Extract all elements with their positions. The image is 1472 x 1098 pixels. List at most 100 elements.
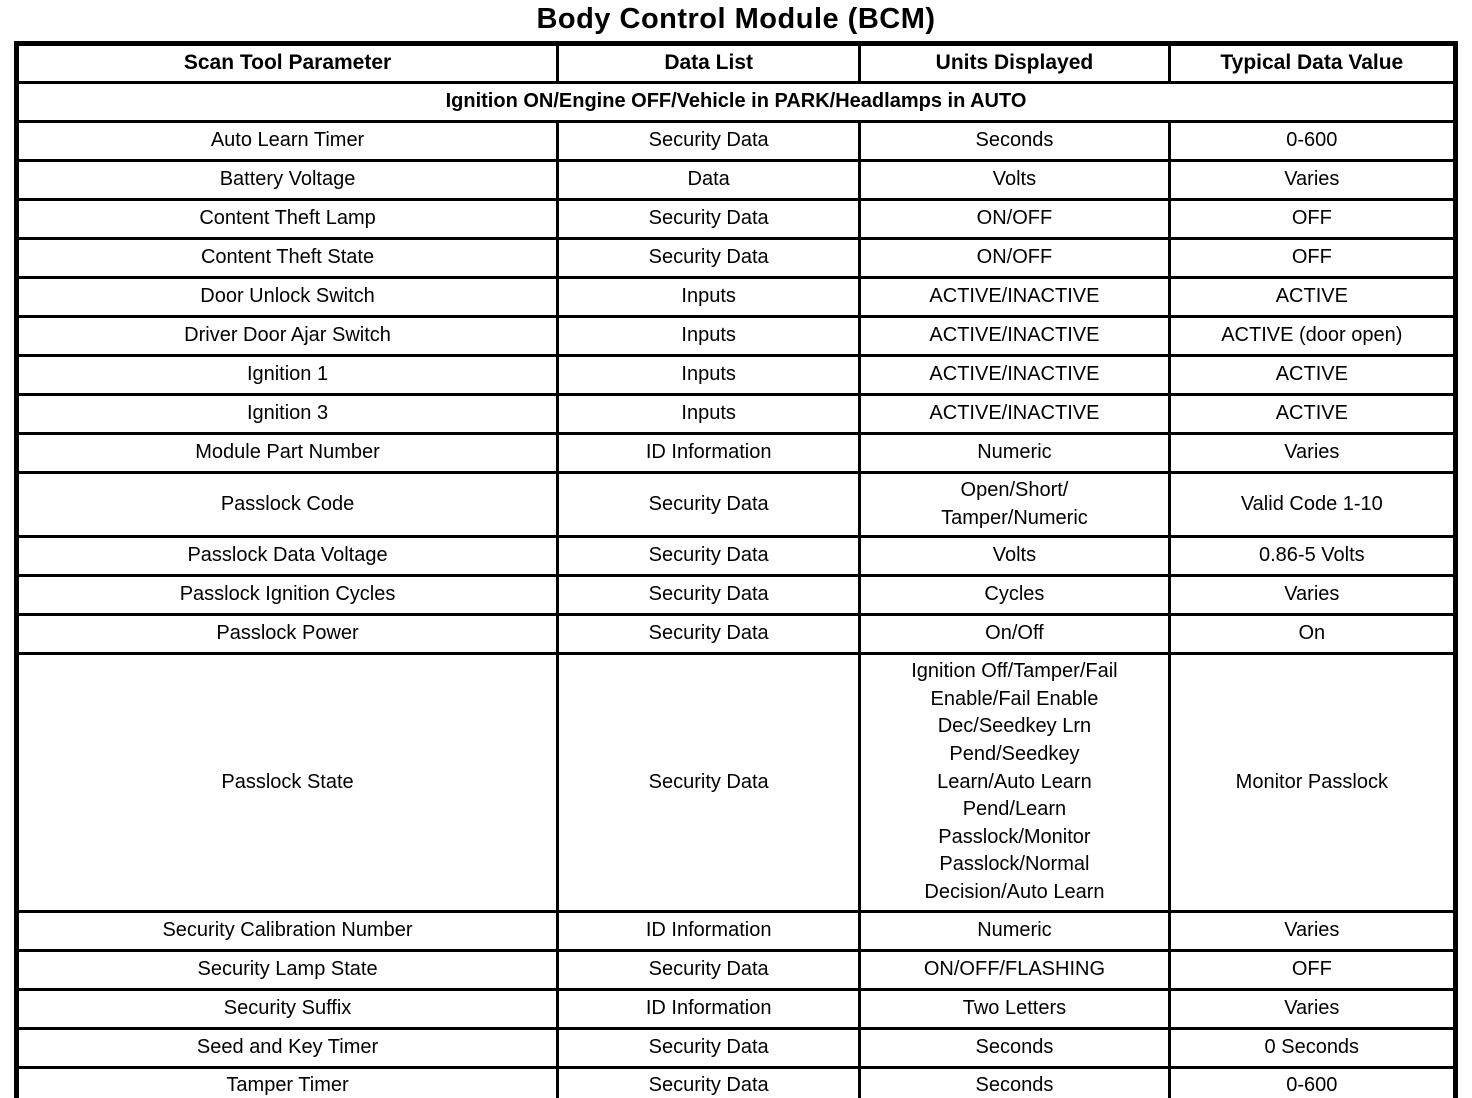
cell-parameter: Seed and Key Timer (14, 1026, 560, 1069)
cell-parameter: Driver Door Ajar Switch (14, 314, 560, 357)
cell-parameter: Module Part Number (14, 431, 560, 474)
table-row: Content Theft Lamp Security Data ON/OFF OFF (14, 197, 1458, 240)
cell-units-displayed: On/Off (858, 613, 1171, 656)
table-row: Ignition 3 Inputs ACTIVE/INACTIVE ACTIVE (14, 392, 1458, 435)
cell-units-displayed: ACTIVE/INACTIVE (858, 275, 1171, 318)
cell-parameter: Passlock Power (14, 613, 560, 656)
cell-parameter: Battery Voltage (14, 158, 560, 201)
cell-typical-value: Varies (1167, 987, 1458, 1030)
cell-units-displayed: Two Letters (858, 987, 1171, 1030)
table-row: Security Lamp State Security Data ON/OFF/F… (14, 948, 1458, 991)
cell-units-displayed: Ignition Off/Tamper/Fail Enable/Fail Ena… (858, 652, 1171, 913)
cell-typical-value: Varies (1167, 574, 1458, 617)
page-title: Body Control Module (BCM) (536, 3, 936, 35)
table-row: Passlock State Security Data Ignition Off/… (14, 652, 1458, 913)
cell-data-list: Inputs (556, 275, 862, 318)
table-body: Auto Learn Timer Security Data Seconds 0-60… (14, 119, 1458, 1098)
cell-parameter: Content Theft Lamp (14, 197, 560, 240)
cell-typical-value: Varies (1167, 158, 1458, 201)
cell-parameter: Door Unlock Switch (14, 275, 560, 318)
table-header: Scan Tool Parameter Data List Units Disp… (14, 42, 1458, 123)
cell-data-list: Data (556, 158, 862, 201)
cell-parameter: Content Theft State (14, 236, 560, 279)
cell-data-list: Inputs (556, 353, 862, 396)
cell-typical-value: On (1167, 613, 1458, 656)
section-header-conditions: Ignition ON/Engine OFF/Vehicle in PARK/H… (15, 80, 1457, 123)
table-row: Passlock Ignition Cycles Security Data Cyc… (14, 574, 1458, 617)
cell-parameter: Security Suffix (14, 987, 560, 1030)
cell-parameter: Auto Learn Timer (14, 119, 560, 162)
cell-typical-value: 0-600 (1167, 119, 1458, 162)
cell-data-list: Inputs (556, 314, 862, 357)
cell-parameter: Passlock Ignition Cycles (14, 574, 560, 617)
cell-units-displayed: Volts (858, 535, 1171, 578)
cell-data-list: Security Data (556, 1065, 862, 1098)
cell-typical-value: OFF (1167, 197, 1458, 240)
column-header-scan-tool-parameter: Scan Tool Parameter (14, 42, 560, 84)
header-row: Scan Tool Parameter Data List Units Disp… (14, 42, 1458, 84)
cell-parameter: Passlock Code (14, 470, 560, 539)
cell-units-displayed: Open/Short/ Tamper/Numeric (858, 470, 1171, 539)
cell-units-displayed: ACTIVE/INACTIVE (858, 392, 1171, 435)
cell-parameter: Ignition 1 (14, 353, 560, 396)
cell-parameter: Ignition 3 (14, 392, 560, 435)
cell-units-displayed: Seconds (858, 1065, 1171, 1098)
cell-data-list: Security Data (556, 613, 862, 656)
cell-typical-value: 0.86-5 Volts (1167, 535, 1458, 578)
section-header-row: Ignition ON/Engine OFF/Vehicle in PARK/H… (15, 80, 1457, 123)
cell-data-list: Security Data (556, 236, 862, 279)
table-row: Door Unlock Switch Inputs ACTIVE/INACTIVE A… (14, 275, 1458, 318)
cell-units-displayed: Volts (858, 158, 1171, 201)
cell-data-list: Security Data (556, 948, 862, 991)
cell-typical-value: ACTIVE (1167, 275, 1458, 318)
cell-data-list: Security Data (556, 535, 862, 578)
cell-data-list: ID Information (556, 431, 862, 474)
table-row: Passlock Data Voltage Security Data Volts 0… (14, 535, 1458, 578)
cell-data-list: Security Data (556, 470, 862, 539)
cell-parameter: Passlock State (14, 652, 560, 913)
cell-typical-value: 0-600 (1167, 1065, 1458, 1098)
table-row: Security Suffix ID Information Two Letters… (14, 987, 1458, 1030)
cell-parameter: Security Calibration Number (14, 909, 560, 952)
table-row: Auto Learn Timer Security Data Seconds 0-60… (14, 119, 1458, 162)
cell-typical-value: ACTIVE (1167, 353, 1458, 396)
cell-units-displayed: Numeric (858, 431, 1171, 474)
table-row: Passlock Code Security Data Open/Short/ Ta… (14, 470, 1458, 539)
column-header-units-displayed: Units Displayed (858, 42, 1171, 84)
cell-data-list: Inputs (556, 392, 862, 435)
table-row: Tamper Timer Security Data Seconds 0-600 (14, 1065, 1458, 1098)
table-row: Ignition 1 Inputs ACTIVE/INACTIVE ACTIVE (14, 353, 1458, 396)
cell-parameter: Passlock Data Voltage (14, 535, 560, 578)
cell-data-list: Security Data (556, 197, 862, 240)
cell-parameter: Security Lamp State (14, 948, 560, 991)
column-header-data-list: Data List (556, 42, 862, 84)
table-row: Seed and Key Timer Security Data Seconds 0 … (14, 1026, 1458, 1069)
cell-data-list: Security Data (556, 652, 862, 913)
cell-units-displayed: ACTIVE/INACTIVE (858, 314, 1171, 357)
cell-units-displayed: ACTIVE/INACTIVE (858, 353, 1171, 396)
bcm-parameter-table: Scan Tool Parameter Data List Units Disp… (14, 41, 1458, 1098)
table-row: Security Calibration Number ID Informatio… (14, 909, 1458, 952)
cell-units-displayed: Cycles (858, 574, 1171, 617)
table-row: Driver Door Ajar Switch Inputs ACTIVE/INAC… (14, 314, 1458, 357)
cell-typical-value: Varies (1167, 909, 1458, 952)
cell-units-displayed: ON/OFF (858, 236, 1171, 279)
table-row: Content Theft State Security Data ON/OFF OF… (14, 236, 1458, 279)
cell-parameter: Tamper Timer (14, 1065, 560, 1098)
cell-typical-value: Varies (1167, 431, 1458, 474)
cell-units-displayed: Seconds (858, 1026, 1171, 1069)
cell-typical-value: Valid Code 1-10 (1167, 470, 1458, 539)
table-row: Passlock Power Security Data On/Off On (14, 613, 1458, 656)
cell-units-displayed: Numeric (858, 909, 1171, 952)
cell-data-list: Security Data (556, 574, 862, 617)
cell-typical-value: OFF (1167, 948, 1458, 991)
cell-typical-value: ACTIVE (1167, 392, 1458, 435)
cell-units-displayed: ON/OFF (858, 197, 1171, 240)
column-header-typical-data-value: Typical Data Value (1167, 42, 1458, 84)
cell-typical-value: ACTIVE (door open) (1167, 314, 1458, 357)
cell-data-list: Security Data (556, 119, 862, 162)
cell-data-list: Security Data (556, 1026, 862, 1069)
cell-units-displayed: ON/OFF/FLASHING (858, 948, 1171, 991)
cell-data-list: ID Information (556, 987, 862, 1030)
